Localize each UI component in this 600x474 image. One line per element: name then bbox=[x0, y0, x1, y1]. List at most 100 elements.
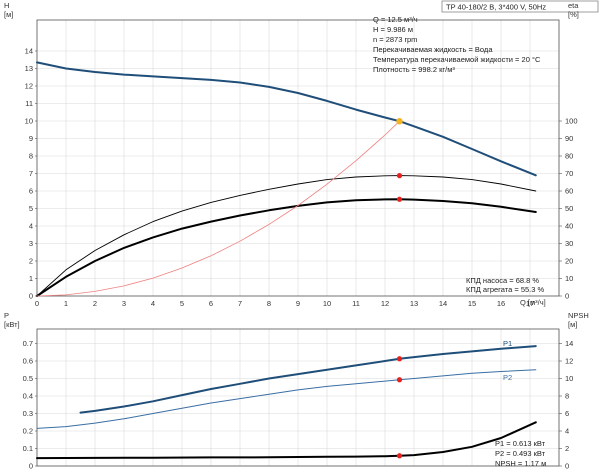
x-tick-label: 5 bbox=[180, 299, 184, 308]
info-temperature: Температура перекачиваемой жидкости = 20… bbox=[373, 55, 541, 64]
info-density: Плотность = 998.2 кг/м³ bbox=[373, 65, 455, 74]
x-tick-label: 16 bbox=[497, 299, 505, 308]
left-tick-label: 7 bbox=[29, 169, 33, 178]
right-tick-label: 10 bbox=[565, 374, 573, 383]
chart-title: TP 40-180/2 B, 3*400 V, 50Hz bbox=[446, 3, 546, 12]
x-tick-label: 15 bbox=[468, 299, 476, 308]
grid-lines bbox=[36, 20, 560, 467]
x-tick-label: 1 bbox=[64, 299, 68, 308]
operating-point-marker bbox=[396, 377, 403, 383]
right-tick-label: 90 bbox=[565, 134, 573, 143]
right-tick-label: 60 bbox=[565, 187, 573, 196]
right-tick-label: 20 bbox=[565, 257, 573, 266]
left-tick-label: 4 bbox=[29, 222, 33, 231]
info-flow: Q = 12.5 м³/ч bbox=[373, 15, 418, 24]
curve-npsh bbox=[36, 421, 537, 460]
left-tick-label: 10 bbox=[25, 117, 33, 126]
right-tick-label: 10 bbox=[565, 274, 573, 283]
info-head: H = 9.986 м bbox=[373, 25, 413, 34]
x-tick-label: 4 bbox=[151, 299, 155, 308]
right-tick-label: 14 bbox=[565, 339, 573, 348]
left-tick-label: 0.1 bbox=[23, 444, 33, 453]
right-tick-label: 30 bbox=[565, 239, 573, 248]
series-label-p1: P1 bbox=[503, 339, 512, 348]
plot-frames bbox=[36, 19, 560, 467]
left-tick-label: 9 bbox=[29, 134, 33, 143]
x-tick-label: 13 bbox=[410, 299, 418, 308]
right-tick-label: 2 bbox=[565, 444, 569, 453]
right-tick-label: 40 bbox=[565, 222, 573, 231]
right-tick-label: 0 bbox=[565, 462, 569, 471]
operating-point-marker bbox=[396, 356, 403, 362]
plot-frame bbox=[36, 328, 560, 467]
left-tick-label: 12 bbox=[25, 82, 33, 91]
curve-system bbox=[36, 120, 400, 297]
bottom-right-axis-unit: [м] bbox=[568, 320, 577, 329]
top-right-axis-label: eta bbox=[568, 1, 579, 10]
plot-frame bbox=[36, 19, 560, 297]
left-tick-label: 11 bbox=[25, 99, 33, 108]
x-tick-label: 8 bbox=[267, 299, 271, 308]
right-tick-label: 6 bbox=[565, 409, 569, 418]
tick-labels: 0123456789101112131401020304050607080901… bbox=[23, 47, 578, 471]
bottom-left-axis-label: P bbox=[4, 311, 9, 320]
operating-point-marker bbox=[396, 196, 403, 202]
series-label-p2: P2 bbox=[503, 373, 512, 382]
x-tick-label: 17 bbox=[526, 299, 534, 308]
operating-point-marker bbox=[396, 173, 403, 179]
right-tick-label: 50 bbox=[565, 204, 573, 213]
top-left-axis-label: H bbox=[4, 1, 9, 10]
x-tick-label: 0 bbox=[35, 299, 39, 308]
x-tick-label: 7 bbox=[238, 299, 242, 308]
info-liquid: Перекачиваемая жидкость = Вода bbox=[373, 45, 493, 54]
right-tick-label: 70 bbox=[565, 169, 573, 178]
x-tick-label: 11 bbox=[352, 299, 360, 308]
info-speed: n = 2873 rpm bbox=[373, 35, 417, 44]
x-tick-label: 9 bbox=[296, 299, 300, 308]
bottom-right-axis-label: NPSH bbox=[568, 311, 589, 320]
left-tick-label: 0.2 bbox=[23, 427, 33, 436]
x-tick-label: 12 bbox=[381, 299, 389, 308]
curves bbox=[36, 61, 537, 460]
left-tick-label: 0 bbox=[29, 292, 33, 301]
x-tick-label: 2 bbox=[93, 299, 97, 308]
left-tick-label: 3 bbox=[29, 239, 33, 248]
left-tick-label: 14 bbox=[25, 47, 33, 56]
bottom-left-axis-unit: [кВт] bbox=[4, 320, 20, 329]
curve-p2 bbox=[36, 369, 537, 429]
left-tick-label: 0.5 bbox=[23, 374, 33, 383]
curve-h bbox=[36, 61, 537, 177]
left-tick-label: 0 bbox=[29, 462, 33, 471]
operating-point-markers bbox=[396, 118, 403, 459]
npsh-text: NPSH = 1.17 м bbox=[495, 459, 546, 468]
operating-point-marker bbox=[396, 118, 403, 125]
p1-text: P1 = 0.613 кВт bbox=[495, 439, 546, 448]
right-tick-label: 8 bbox=[565, 392, 569, 401]
left-tick-label: 0.3 bbox=[23, 409, 33, 418]
title-box bbox=[441, 0, 599, 13]
x-axis-label: Q [м³/ч] bbox=[520, 298, 546, 307]
right-tick-label: 0 bbox=[565, 292, 569, 301]
top-left-axis-unit: [м] bbox=[4, 10, 13, 19]
curve-eta-unit bbox=[36, 198, 537, 297]
p2-text: P2 = 0.493 кВт bbox=[495, 449, 546, 458]
right-tick-label: 100 bbox=[565, 117, 578, 126]
left-tick-label: 0.4 bbox=[23, 392, 33, 401]
left-tick-label: 8 bbox=[29, 152, 33, 161]
x-tick-label: 10 bbox=[323, 299, 331, 308]
eff-unit-text: КПД агрегата = 55.3 % bbox=[466, 285, 544, 294]
left-tick-label: 0.6 bbox=[23, 357, 33, 366]
left-tick-label: 1 bbox=[29, 274, 33, 283]
left-tick-label: 2 bbox=[29, 257, 33, 266]
left-tick-label: 0.7 bbox=[23, 339, 33, 348]
left-tick-label: 5 bbox=[29, 204, 33, 213]
right-tick-label: 12 bbox=[565, 357, 573, 366]
right-tick-label: 4 bbox=[565, 427, 569, 436]
left-tick-label: 13 bbox=[25, 64, 33, 73]
x-tick-label: 3 bbox=[122, 299, 126, 308]
x-tick-label: 6 bbox=[209, 299, 213, 308]
x-tick-label: 14 bbox=[439, 299, 447, 308]
operating-point-marker bbox=[396, 453, 403, 459]
curve-eta-pump bbox=[36, 175, 537, 297]
